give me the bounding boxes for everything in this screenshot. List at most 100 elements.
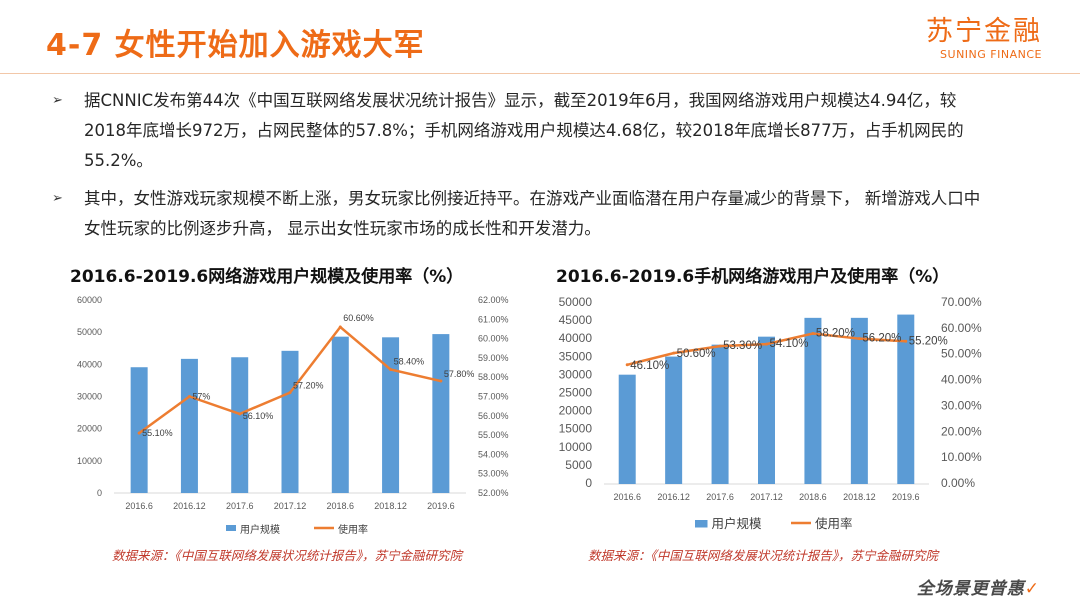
y-left-tick-label: 20000: [559, 404, 593, 418]
line-point: [718, 344, 722, 348]
y-left-tick-label: 0: [97, 488, 102, 498]
y-right-tick-label: 40.00%: [941, 373, 982, 387]
bar: [331, 336, 349, 493]
legend-swatch-bar: [226, 525, 236, 531]
y-right-tick-label: 0.00%: [941, 476, 975, 490]
bar: [618, 374, 636, 484]
data-label: 46.10%: [630, 360, 669, 372]
y-left-tick-label: 5000: [565, 458, 592, 472]
chart-online-game-users: 0 10000 20000 30000 40000 50000 60000 52.00% 53.…: [77, 295, 509, 536]
y-left-tick-label: 50000: [77, 327, 102, 337]
bullet-arrow-icon: ➢: [52, 93, 63, 108]
legend-label: 用户规模: [240, 523, 280, 536]
y-right-tick-label: 70.00%: [941, 295, 982, 309]
line-point: [137, 431, 141, 435]
bullet-text: 据CNNIC发布第44次《中国互联网络发展状况统计报告》显示，截至2019年6月…: [84, 91, 964, 170]
data-label: 54.10%: [770, 338, 809, 350]
x-tick-label: 2019.6: [427, 501, 455, 511]
legend-label: 用户规模: [712, 516, 763, 531]
data-label: 56.20%: [862, 333, 901, 345]
y-left-tick-label: 40000: [77, 359, 102, 369]
bar: [432, 334, 450, 493]
y-right-tick-label: 59.00%: [478, 353, 509, 363]
x-tick-label: 2017.6: [226, 501, 254, 511]
y-left-tick-label: 35000: [559, 349, 593, 363]
y-right-tick-label: 55.00%: [478, 430, 509, 440]
y-right-tick-label: 62.00%: [478, 295, 509, 305]
x-tick-label: 2019.6: [892, 492, 920, 502]
y-right-tick-label: 10.00%: [941, 450, 982, 464]
y-left-tick-label: 0: [585, 476, 592, 490]
data-label: 58.20%: [816, 328, 855, 340]
y-left-tick-label: 30000: [77, 392, 102, 402]
y-left-tick-label: 15000: [559, 422, 593, 436]
chart-title-left: 2016.6-2019.6网络游戏用户规模及使用率（%）: [70, 267, 464, 287]
bar: [130, 367, 148, 493]
bullet-text: 其中，女性游戏玩家规模不断上涨，男女玩家比例接近持平。在游戏产业面临潜在用户存量…: [84, 189, 981, 238]
x-tick-label: 2016.12: [173, 501, 206, 511]
y-right-tick-label: 57.00%: [478, 392, 509, 402]
data-label: 58.40%: [394, 356, 425, 366]
page-title: 4-7 女性开始加入游戏大军: [46, 28, 425, 63]
bar: [382, 337, 400, 493]
line-point: [439, 379, 443, 383]
x-tick-label: 2016.12: [657, 492, 690, 502]
bullet-item: ➢ 其中，女性游戏玩家规模不断上涨，男女玩家比例接近持平。在游戏产业面临潜在用户…: [52, 184, 992, 244]
y-left-tick-label: 50000: [559, 295, 593, 309]
y-right-tick-label: 54.00%: [478, 449, 509, 459]
y-right-tick-label: 52.00%: [478, 488, 509, 498]
y-left-tick-label: 10000: [559, 440, 593, 454]
y-right-tick-label: 53.00%: [478, 469, 509, 479]
y-left-tick-label: 45000: [559, 313, 593, 327]
data-label: 57.80%: [444, 369, 475, 379]
check-icon: ✓: [1024, 579, 1040, 599]
logo-en-text: SUNING FINANCE: [940, 48, 1042, 61]
brand-logo: 苏宁金融 SUNING FINANCE: [926, 16, 1042, 62]
source-note-left: 数据来源：《中国互联网络发展状况统计报告》，苏宁金融研究院: [112, 548, 463, 563]
bar: [231, 357, 249, 493]
x-tick-label: 2018.6: [327, 501, 355, 511]
header-divider: [0, 73, 1080, 74]
line-point: [811, 332, 815, 336]
y-right-tick-label: 56.00%: [478, 411, 509, 421]
bullet-item: ➢ 据CNNIC发布第44次《中国互联网络发展状况统计报告》显示，截至2019年…: [52, 86, 992, 176]
legend-swatch-bar: [695, 520, 708, 528]
line-point: [857, 337, 861, 341]
bullet-list: ➢ 据CNNIC发布第44次《中国互联网络发展状况统计报告》显示，截至2019年…: [52, 86, 992, 252]
line-point: [288, 391, 292, 395]
line-point: [672, 351, 676, 355]
data-label: 50.60%: [677, 348, 716, 360]
y-left-tick-label: 25000: [559, 386, 593, 400]
y-right-tick-label: 60.00%: [478, 334, 509, 344]
line-point: [765, 342, 768, 346]
y-right-tick-label: 58.00%: [478, 372, 509, 382]
x-tick-label: 2016.6: [613, 492, 641, 502]
x-tick-label: 2018.6: [799, 492, 827, 502]
bullet-arrow-icon: ➢: [52, 191, 63, 206]
x-tick-label: 2017.12: [750, 492, 783, 502]
x-tick-label: 2017.12: [274, 501, 307, 511]
data-label: 57.20%: [293, 381, 324, 391]
data-label: 57%: [192, 392, 210, 402]
logo-cn-text: 苏宁金融: [926, 16, 1042, 47]
footer-text: 全场景更普惠: [916, 579, 1025, 599]
line-point: [904, 339, 908, 343]
x-tick-label: 2018.12: [374, 501, 407, 511]
line-point: [187, 395, 191, 398]
bar: [711, 344, 729, 484]
x-tick-label: 2017.6: [706, 492, 734, 502]
data-label: 55.10%: [142, 428, 173, 438]
y-right-tick-label: 20.00%: [941, 424, 982, 438]
data-label: 53.30%: [723, 340, 762, 352]
y-right-tick-label: 60.00%: [941, 321, 982, 335]
bar: [850, 317, 868, 484]
bar: [665, 356, 683, 484]
x-tick-label: 2016.6: [125, 501, 153, 511]
chart-title-right: 2016.6-2019.6手机网络游戏用户及使用率（%）: [556, 267, 950, 287]
legend-label: 使用率: [338, 523, 368, 536]
source-note-right: 数据来源：《中国互联网络发展状况统计报告》，苏宁金融研究院: [588, 548, 939, 563]
y-right-tick-label: 30.00%: [941, 398, 982, 412]
line-point: [625, 363, 629, 367]
y-left-tick-label: 40000: [559, 331, 593, 345]
y-left-tick-label: 10000: [77, 456, 102, 466]
